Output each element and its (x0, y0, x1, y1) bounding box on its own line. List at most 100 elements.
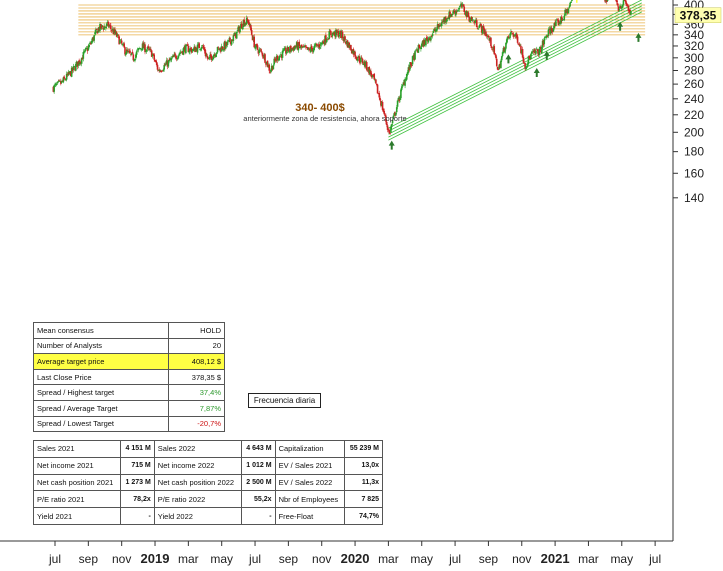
candle-body (615, 0, 618, 3)
candle-body (191, 50, 194, 52)
candle-body (275, 59, 277, 61)
candle-body (264, 54, 266, 63)
candle-body (329, 30, 331, 32)
candle-body (425, 38, 427, 46)
y-tick-label: 180 (684, 145, 704, 159)
candle-body (425, 37, 428, 39)
candle-body (553, 23, 556, 29)
candle-body (295, 46, 297, 49)
candle-body (419, 47, 421, 49)
candle-body (528, 56, 531, 59)
candle-body (64, 79, 66, 80)
candle-body (322, 41, 325, 43)
candle-body (175, 55, 177, 59)
candle-body (143, 43, 145, 49)
candle-body (395, 112, 397, 116)
candle-body (564, 9, 566, 16)
candle-body (628, 10, 631, 12)
candle-body (447, 17, 450, 19)
candle-body (286, 46, 289, 52)
candle-body (250, 30, 253, 35)
candle-body (549, 28, 551, 34)
candle-body (168, 59, 170, 62)
candle-body (567, 8, 570, 14)
candle-body (414, 50, 416, 60)
candle-body (432, 30, 435, 33)
candle-body (95, 29, 97, 34)
candle-body (375, 83, 378, 86)
signal-arrow (635, 32, 642, 42)
candle-body (606, 0, 609, 1)
candle-body (334, 31, 336, 37)
candle-body (406, 72, 409, 75)
candle-body (102, 28, 105, 30)
candle-body (149, 48, 151, 51)
candle-body (82, 52, 85, 59)
candle-body (287, 47, 290, 52)
fundamentals-label: Net cash position 2022 (153, 473, 242, 492)
candle-body (381, 101, 384, 110)
candle-body (458, 7, 461, 10)
candle-body (438, 25, 441, 28)
candle-body (232, 35, 235, 42)
candle-body (538, 48, 541, 55)
candle-body (460, 3, 462, 7)
candle-body (207, 58, 210, 59)
fundamentals-label: P/E ratio 2021 (32, 490, 122, 509)
x-tick-label: may (210, 552, 233, 566)
candle-body (201, 45, 204, 47)
candle-body (308, 48, 311, 50)
candle-body (237, 26, 240, 30)
candle-body (114, 29, 116, 34)
candle-body (180, 52, 182, 53)
candle-body (277, 59, 280, 61)
candle-body (340, 31, 343, 38)
y-tick-label: 400 (684, 0, 704, 12)
candle-body (440, 22, 443, 27)
candle-body (257, 50, 260, 54)
candle-body (518, 43, 521, 46)
candle-body (271, 65, 274, 70)
candle-body (476, 28, 479, 29)
candle-body (626, 5, 629, 7)
candle-body (110, 29, 113, 31)
candle-body (297, 42, 300, 51)
candle-body (210, 54, 212, 57)
candle-body (269, 71, 271, 73)
candle-body (319, 47, 321, 49)
candle-body (507, 36, 510, 38)
fundamentals-value: 715 M (120, 456, 155, 475)
candle-body (213, 54, 215, 56)
x-tick-label: sep (79, 552, 99, 566)
x-tick-label: mar (178, 552, 199, 566)
candle-body (404, 78, 406, 86)
candle-body (169, 58, 171, 61)
candle-body (185, 44, 187, 54)
candle-body (541, 40, 544, 48)
candle-body (200, 46, 203, 50)
candle-body (370, 74, 373, 78)
candle-body (53, 85, 55, 92)
candle-body (525, 65, 528, 67)
candle-body (397, 97, 400, 100)
candle-body (111, 28, 114, 31)
candle-body (260, 51, 263, 53)
candle-body (559, 21, 561, 23)
candle-body (605, 0, 608, 2)
candle-body (240, 23, 243, 29)
candle-body (251, 35, 254, 41)
candle-body (535, 50, 537, 53)
candle-body (288, 50, 291, 52)
candle-body (386, 125, 389, 130)
candle-body (365, 62, 368, 70)
candle-body (212, 55, 215, 60)
candle-body (430, 35, 433, 37)
candle-body (535, 48, 538, 50)
candle-body (175, 58, 178, 60)
candle-body (202, 45, 205, 49)
fundamentals-row: Yield 2021- Yield 2022- Free-Float 74,7% (32, 507, 383, 525)
candle-body (323, 41, 326, 45)
candle-body (415, 49, 418, 51)
candle-body (220, 48, 222, 52)
candle-body (555, 21, 557, 26)
